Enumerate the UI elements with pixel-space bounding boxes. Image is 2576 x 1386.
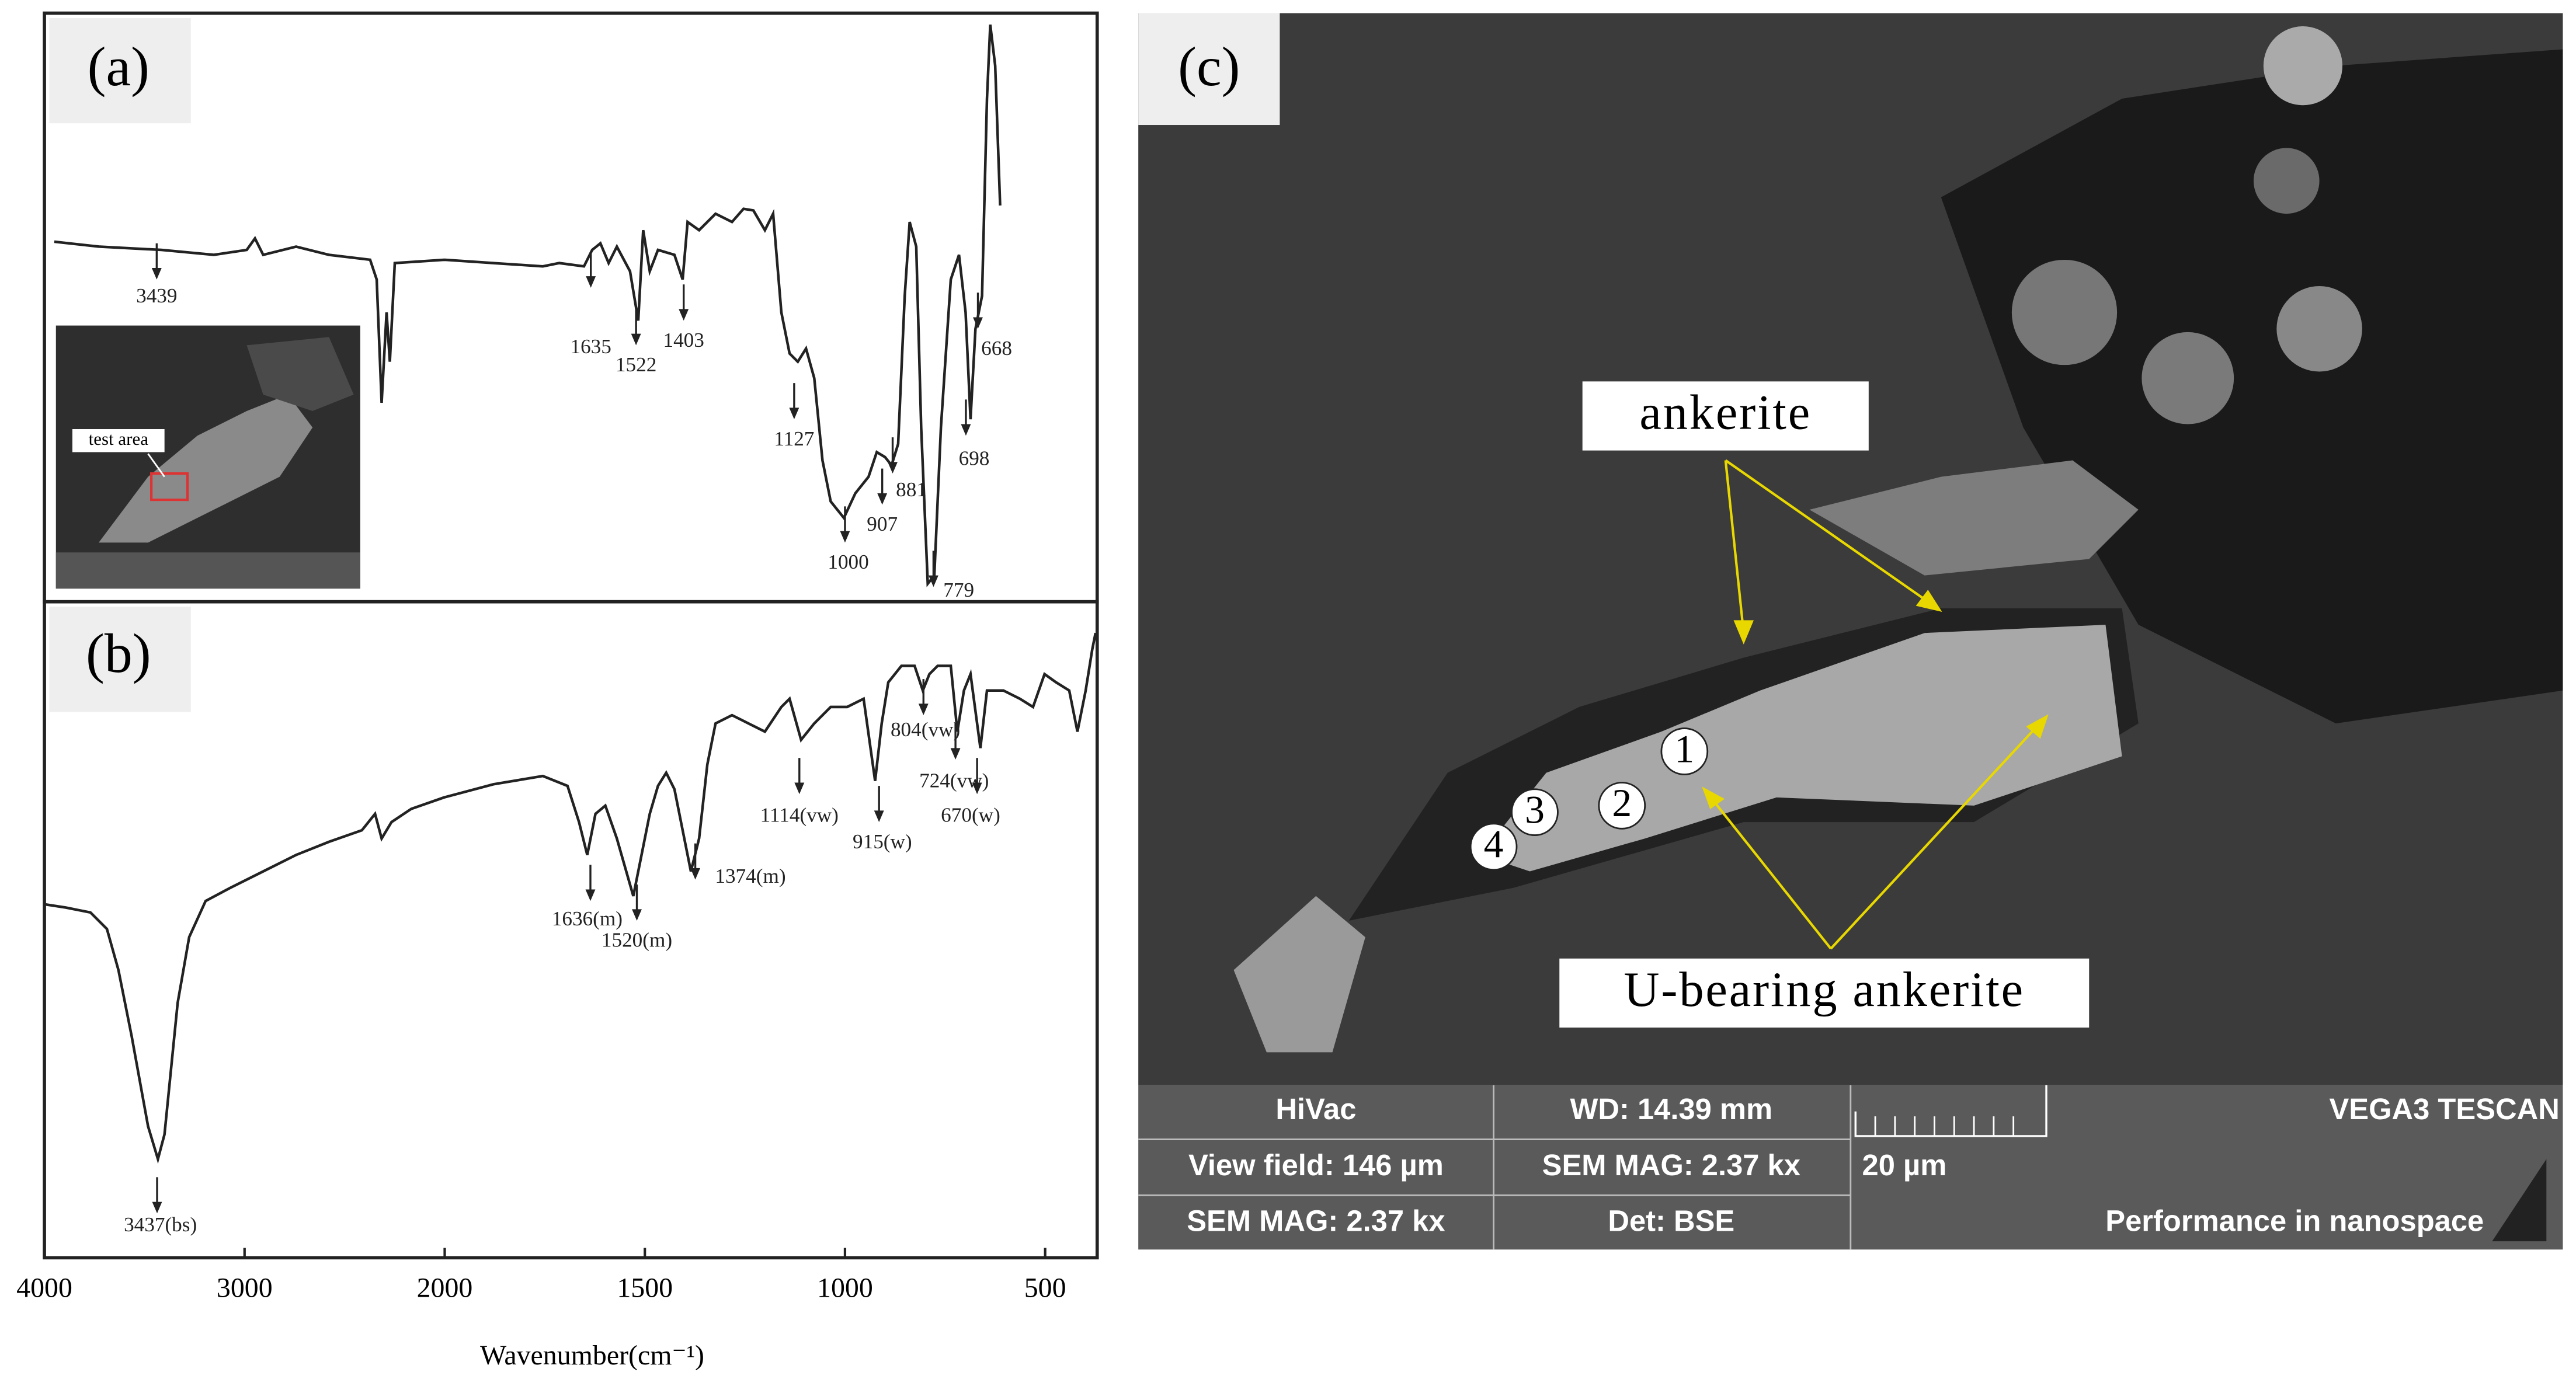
peak-arrowhead <box>690 868 701 880</box>
peak-arrowhead <box>973 317 983 329</box>
panel-label: (c) <box>1178 36 1240 97</box>
point-marker <box>1660 727 1709 775</box>
x-tick-label: 500 <box>1024 1273 1066 1304</box>
point-label: 3 <box>1525 788 1545 832</box>
info-text: SEM MAG: 2.37 kx <box>1187 1204 1445 1238</box>
info-text: VEGA3 TESCAN <box>2329 1092 2559 1126</box>
inset-image: test area <box>55 325 360 589</box>
info-text: WD: 14.39 mm <box>1570 1092 1773 1126</box>
peak-arrowhead <box>152 1202 162 1214</box>
mineral-label: U-bearing ankerite <box>1624 963 2025 1017</box>
point-marker <box>1469 823 1518 871</box>
peak-label: 698 <box>959 447 990 470</box>
info-text: SEM MAG: 2.37 kx <box>1542 1148 1800 1182</box>
pointer-arrows <box>1702 459 2049 950</box>
peak-label: 1374(m) <box>715 865 785 887</box>
label-box <box>1582 381 1869 451</box>
peak-label: 1000 <box>828 551 868 573</box>
peak-label: 1522 <box>616 353 656 376</box>
mineral-label: ankerite <box>1639 386 1812 440</box>
panel-b-frame <box>43 600 1099 1260</box>
info-text: View field: 146 µm <box>1188 1148 1444 1182</box>
x-tick-label: 3000 <box>217 1273 273 1304</box>
peak-label: 907 <box>867 513 898 535</box>
peak-arrowhead <box>631 333 641 346</box>
info-text: 20 µm <box>1862 1148 1947 1182</box>
label-box <box>1559 958 2090 1028</box>
peak-arrowhead <box>888 462 898 474</box>
peak-label: 1636(m) <box>552 907 623 930</box>
info-text: HiVac <box>1275 1092 1356 1126</box>
x-tick-label: 2000 <box>417 1273 473 1304</box>
point-marker <box>1511 788 1559 837</box>
peak-arrowhead <box>789 408 799 420</box>
peak-label: 1403 <box>663 329 704 351</box>
peak-label: 1114(vw) <box>760 804 839 827</box>
peak-arrowhead <box>151 268 162 280</box>
peak-arrowhead <box>632 909 642 921</box>
label-box <box>49 607 191 712</box>
peak-label: 779 <box>943 579 974 601</box>
peak-label: 1635 <box>570 335 611 358</box>
peak-label: 804(vw) <box>891 718 960 741</box>
info-text: Det: BSE <box>1608 1204 1734 1238</box>
peak-arrowhead <box>961 424 971 436</box>
x-axis-label: Wavenumber(cm⁻¹) <box>480 1340 704 1371</box>
peak-label: 1127 <box>774 427 814 450</box>
label-box <box>49 18 191 124</box>
x-tick-label: 4000 <box>16 1273 72 1304</box>
info-text: Performance in nanospace <box>2105 1204 2484 1238</box>
peak-arrowhead <box>794 782 805 795</box>
panel-label: (a) <box>88 36 150 97</box>
point-label: 2 <box>1612 781 1632 825</box>
analysis-points: 12 34 <box>1469 727 1709 871</box>
peak-arrowhead <box>840 531 850 543</box>
peak-arrowhead <box>950 748 961 760</box>
point-marker <box>1598 782 1646 830</box>
peak-arrowhead <box>679 309 689 321</box>
peak-label: 1520(m) <box>602 929 672 952</box>
inset-label: test area <box>89 429 149 449</box>
peak-label: 670(w) <box>941 804 1000 827</box>
peak-arrowhead <box>585 889 596 901</box>
panel-label: (b) <box>86 622 151 684</box>
x-tick-label: 1500 <box>617 1273 673 1304</box>
peak-arrowhead <box>918 704 929 716</box>
point-label: 4 <box>1484 823 1504 866</box>
peak-arrowhead <box>928 575 938 587</box>
peak-label: 668 <box>981 337 1012 360</box>
point-label: 1 <box>1674 727 1694 771</box>
peak-label: 881 <box>896 478 927 501</box>
peak-arrowhead <box>586 276 596 288</box>
peak-label: 3439 <box>136 284 177 307</box>
info-bar <box>1138 1085 2563 1250</box>
spectrum-b <box>44 632 1097 1164</box>
peak-arrowhead <box>972 782 982 795</box>
peak-label: 915(w) <box>853 830 912 853</box>
x-tick-label: 1000 <box>817 1273 873 1304</box>
peak-label: 3437(bs) <box>124 1213 197 1236</box>
peak-arrowhead <box>877 493 888 505</box>
sem-image <box>1138 13 2563 1085</box>
peak-arrowhead <box>874 810 884 823</box>
